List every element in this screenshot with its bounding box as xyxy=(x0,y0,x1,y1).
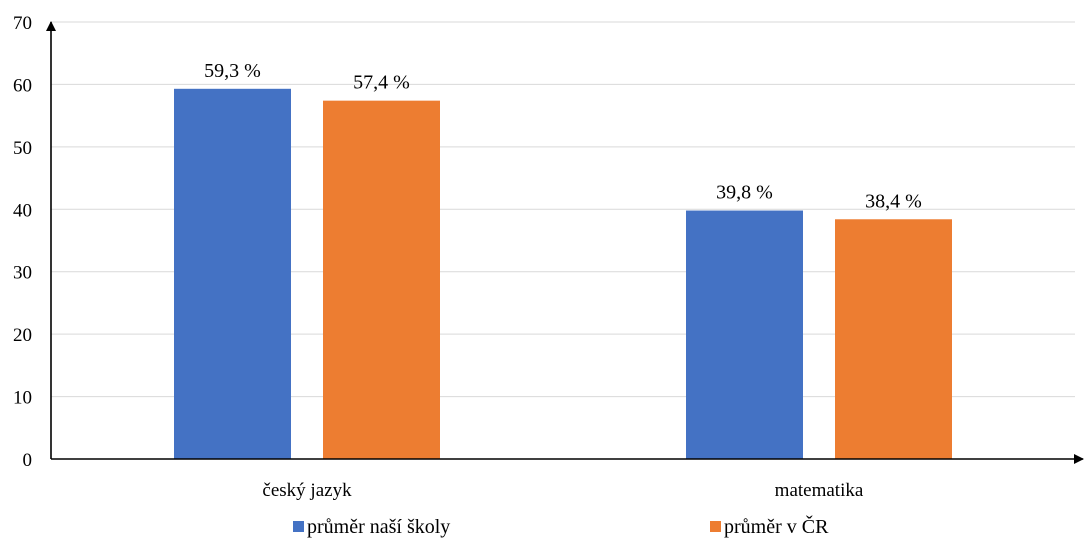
legend: průměr naší školy průměr v ČR xyxy=(293,514,829,538)
legend-label: průměr v ČR xyxy=(724,514,829,538)
bar xyxy=(686,210,803,459)
category-label: matematika xyxy=(775,480,864,501)
bars xyxy=(174,88,952,459)
bar xyxy=(323,100,440,459)
data-label: 38,4 % xyxy=(865,190,922,212)
data-labels: 59,3 % 57,4 % 39,8 % 38,4 % xyxy=(204,60,922,212)
data-label: 39,8 % xyxy=(716,182,773,204)
data-label: 59,3 % xyxy=(204,60,261,82)
legend-swatch xyxy=(710,521,721,532)
data-label: 57,4 % xyxy=(353,72,410,94)
y-tick-label: 40 xyxy=(13,200,32,221)
y-tick-label: 50 xyxy=(13,138,32,159)
legend-label: průměr naší školy xyxy=(307,516,450,538)
y-tick-label: 10 xyxy=(13,388,32,409)
bar xyxy=(174,88,291,459)
category-label: český jazyk xyxy=(262,480,352,501)
x-axis-category-labels: český jazyk matematika xyxy=(262,480,863,501)
y-tick-label: 30 xyxy=(13,263,32,284)
y-axis-tick-labels: 0 10 20 30 40 50 60 70 xyxy=(13,13,32,471)
y-tick-label: 70 xyxy=(13,13,32,34)
y-tick-label: 20 xyxy=(13,325,32,346)
bar xyxy=(835,219,952,459)
y-tick-label: 0 xyxy=(23,450,33,471)
legend-swatch xyxy=(293,521,304,532)
y-tick-label: 60 xyxy=(13,75,32,96)
